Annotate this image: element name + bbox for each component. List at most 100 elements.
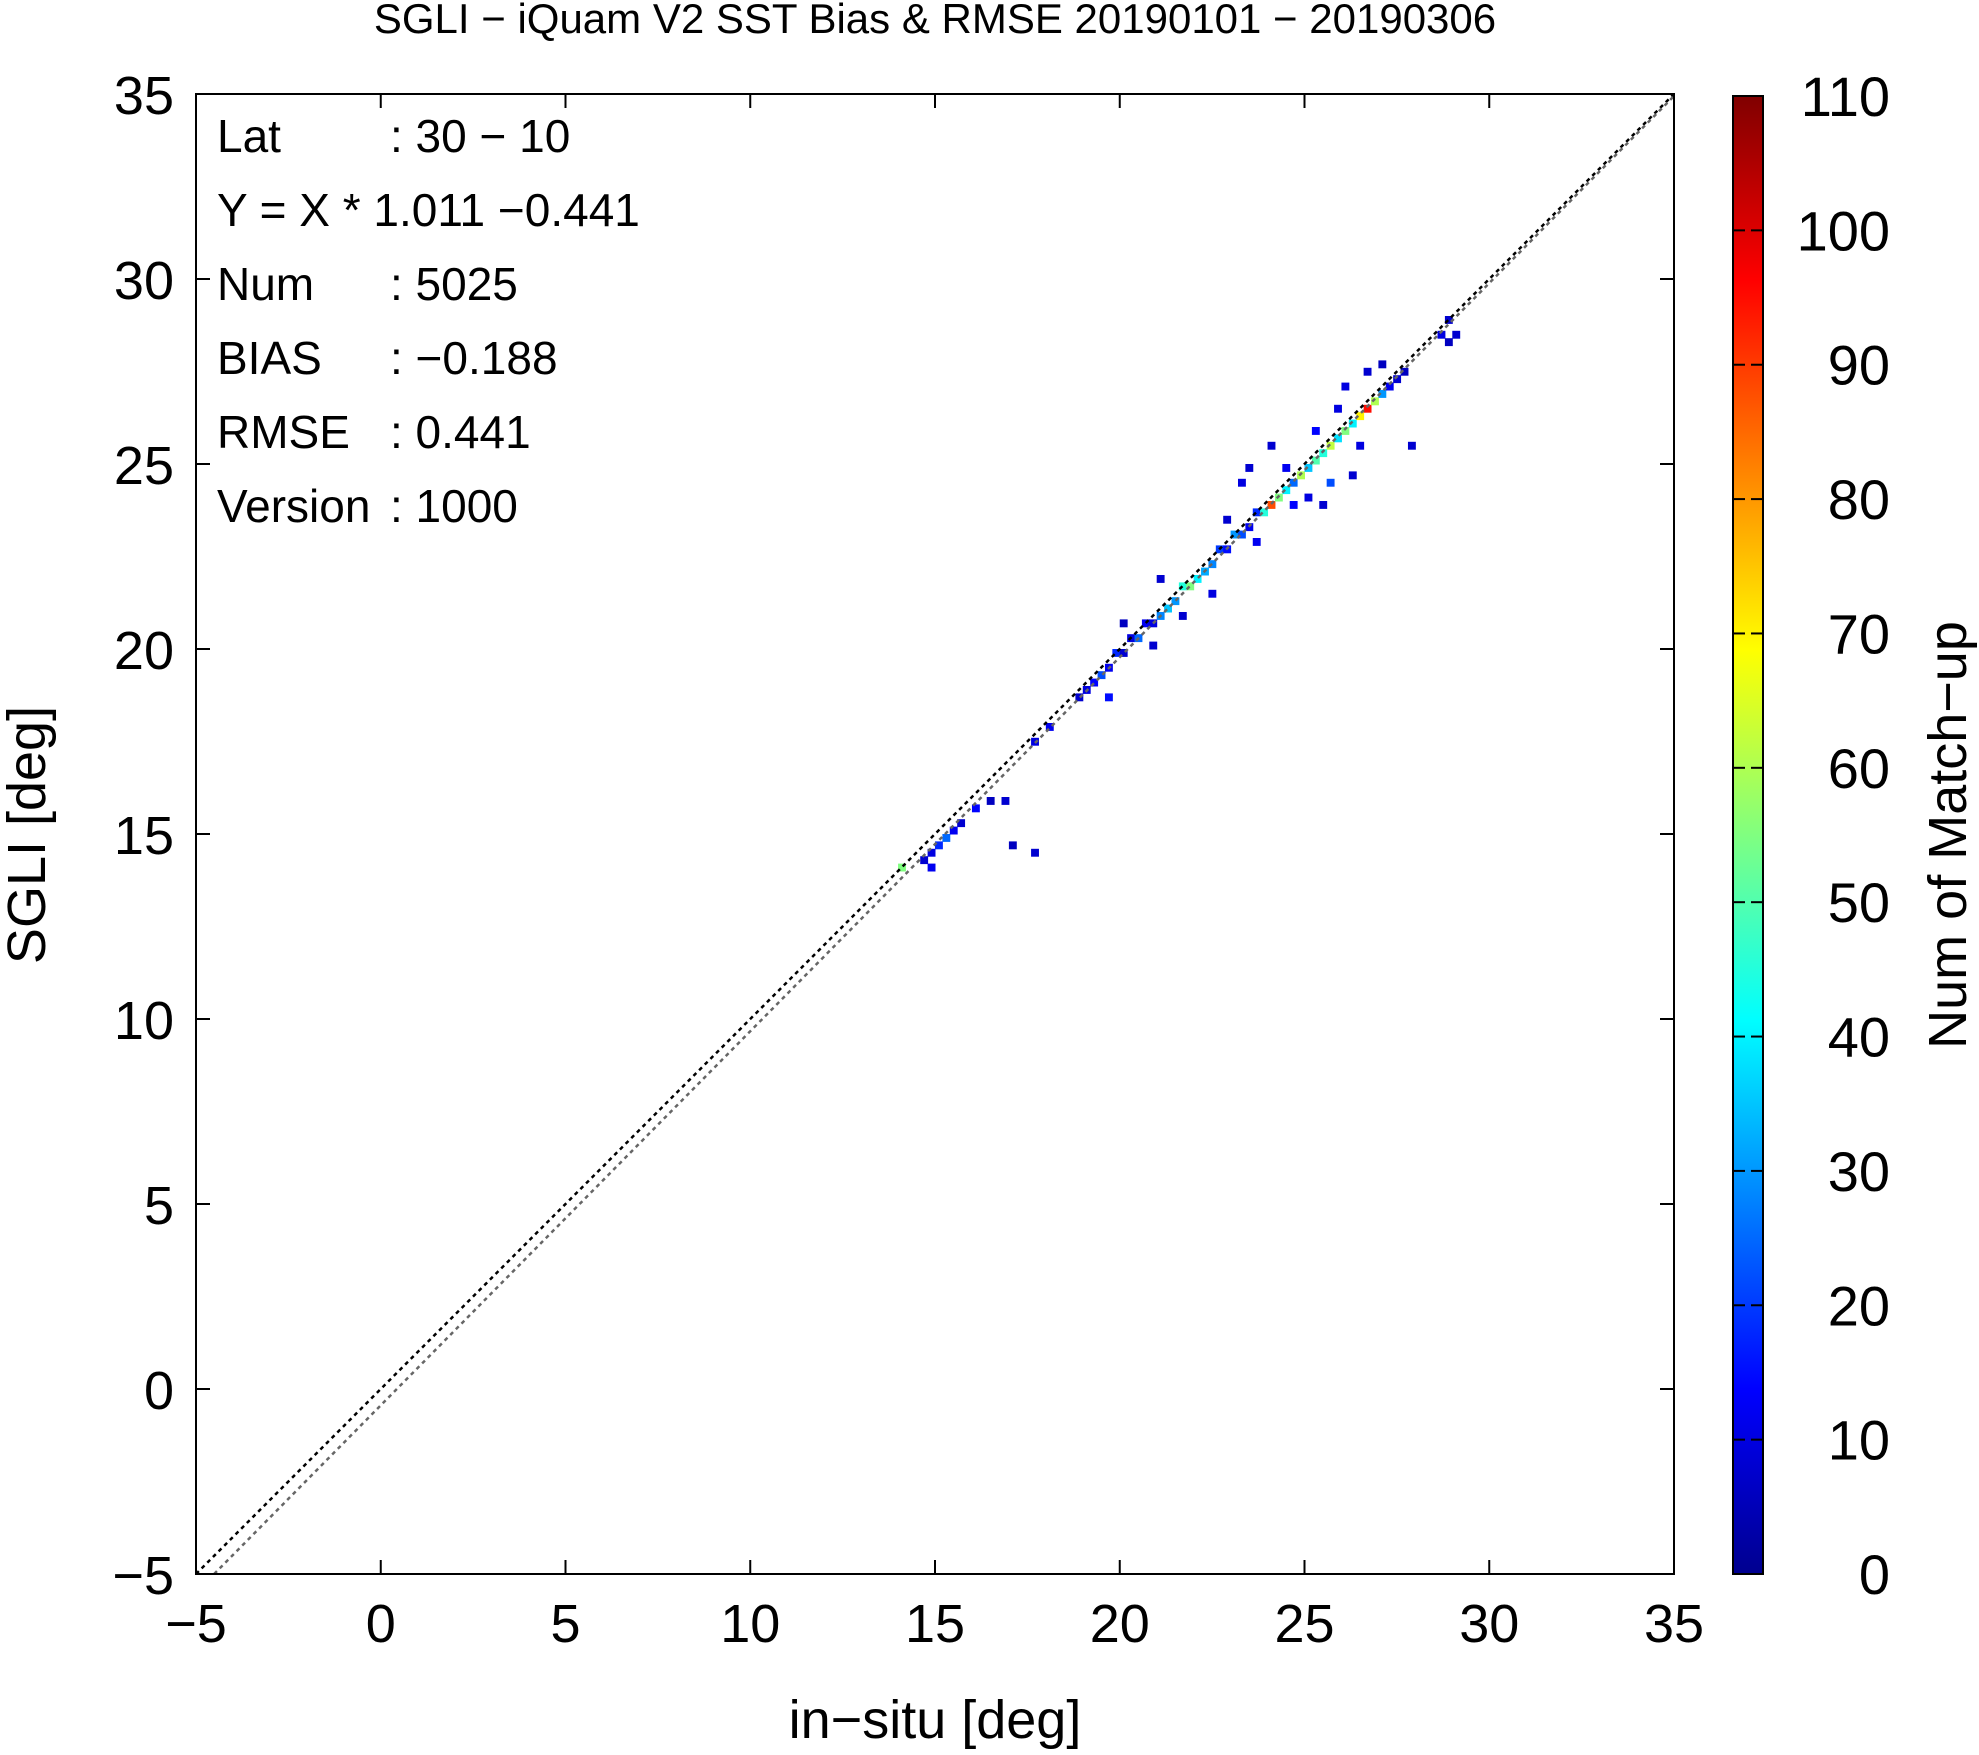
heatmap-cell xyxy=(957,819,966,828)
stat-value: : 5025 xyxy=(390,258,518,310)
heatmap-cell xyxy=(1341,382,1350,391)
heatmap-cell xyxy=(1311,427,1320,435)
colorbar-tick-label: 10 xyxy=(1828,1409,1890,1472)
heatmap-cell xyxy=(935,841,943,850)
heatmap-cell xyxy=(1031,848,1039,857)
heatmap-cell xyxy=(1267,441,1276,450)
y-tick-label: 25 xyxy=(114,436,174,496)
heatmap-cell xyxy=(1334,404,1342,413)
stat-value: : 30 − 10 xyxy=(390,110,570,162)
heatmap-cell xyxy=(1245,464,1254,472)
heatmap-cell xyxy=(1444,316,1453,324)
heatmap-cell xyxy=(1141,619,1150,628)
heatmap-cell xyxy=(1267,501,1276,509)
colorbar-tick-label: 40 xyxy=(1828,1006,1890,1069)
colorbar-tick-label: 70 xyxy=(1828,602,1890,665)
heatmap-cell xyxy=(1393,375,1402,384)
y-tick-label: 30 xyxy=(114,251,174,311)
y-tick-label: 35 xyxy=(114,66,174,126)
x-axis: −5 0 5 10 15 20 25 30 35 xyxy=(165,94,1704,1654)
colorbar-tick-label: 20 xyxy=(1828,1274,1890,1337)
plot-area xyxy=(196,94,1674,1574)
colorbar-tick-label: 30 xyxy=(1828,1140,1890,1203)
heatmap-cell xyxy=(1282,464,1291,472)
heatmap-cell xyxy=(1282,486,1291,495)
heatmap-cell xyxy=(942,834,951,842)
x-tick-label: −5 xyxy=(165,1594,227,1654)
heatmap-cell xyxy=(1311,456,1320,465)
heatmap-cell xyxy=(1363,404,1372,413)
y-axis: −5 0 5 10 15 20 25 30 35 xyxy=(112,66,1674,1606)
colorbar-tick-label: 100 xyxy=(1797,199,1890,262)
heatmap-cell xyxy=(1385,382,1394,391)
heatmap-cell xyxy=(1208,589,1217,598)
heatmap-cell xyxy=(1223,515,1232,524)
heatmap-cell xyxy=(949,826,958,835)
colorbar-tick-label: 60 xyxy=(1828,737,1890,800)
heatmap-cell xyxy=(1237,530,1246,539)
regression-line xyxy=(213,95,1675,1575)
heatmap-cell xyxy=(1230,530,1239,539)
heatmap-cell xyxy=(1407,441,1416,450)
heatmap-cell xyxy=(1400,367,1409,376)
heatmap-cell xyxy=(1178,612,1187,620)
x-tick-label: 35 xyxy=(1644,1594,1704,1654)
stat-key: BIAS xyxy=(217,332,322,384)
heatmap-cell xyxy=(1186,582,1195,591)
stat-value: : 1000 xyxy=(390,480,518,532)
heatmap-cell xyxy=(1363,367,1372,376)
x-tick-label: 25 xyxy=(1274,1594,1334,1654)
x-axis-label: in−situ [deg] xyxy=(789,1690,1082,1750)
heatmap-cell xyxy=(986,797,995,805)
heatmap-cell xyxy=(1252,508,1261,517)
heatmap-cell xyxy=(927,863,936,872)
heatmap-cell xyxy=(1237,478,1246,487)
heatmap-cell xyxy=(1171,597,1180,606)
y-tick-label: 20 xyxy=(114,621,174,681)
heatmap-cell xyxy=(1260,508,1269,517)
heatmap-cell xyxy=(971,804,980,813)
heatmap-cell xyxy=(1378,360,1387,369)
stat-value: : −0.188 xyxy=(390,332,558,384)
heatmap-cell xyxy=(1119,649,1128,657)
x-tick-label: 20 xyxy=(1090,1594,1150,1654)
heatmap-cell xyxy=(1319,449,1328,458)
heatmap-cell xyxy=(1326,441,1335,450)
heatmap-cell xyxy=(1178,582,1187,591)
heatmap-cell xyxy=(1356,441,1365,450)
stat-key: Lat xyxy=(217,110,281,162)
stat-key: Num xyxy=(217,258,314,310)
heatmap-cell xyxy=(1090,678,1099,687)
heatmap-cell xyxy=(1112,649,1121,657)
heatmap-cell xyxy=(1289,478,1298,487)
heatmap-cell xyxy=(1289,501,1298,509)
heatmap-cell xyxy=(1452,330,1461,339)
heatmap-cell xyxy=(1193,575,1202,583)
x-tick-label: 10 xyxy=(720,1594,780,1654)
stats-box: Lat: 30 − 10 Y = X * 1.011 −0.441 Num: 502… xyxy=(217,110,640,532)
heatmap-cell xyxy=(1341,427,1350,435)
stat-value: : 0.441 xyxy=(390,406,531,458)
heatmap-cell xyxy=(1304,464,1313,472)
y-tick-label: 5 xyxy=(144,1176,174,1236)
colorbar-tick-label: 0 xyxy=(1859,1543,1890,1606)
heatmap-cell xyxy=(1444,338,1453,347)
x-tick-label: 0 xyxy=(366,1594,396,1654)
heatmap-cell xyxy=(1075,693,1084,702)
colorbar-tick-label: 110 xyxy=(1801,65,1890,128)
y-axis-label: SGLI [deg] xyxy=(0,706,57,964)
heatmap-cell xyxy=(898,863,906,872)
heatmap-cell xyxy=(1326,478,1335,487)
stat-key: Version xyxy=(217,480,370,532)
heatmap-cell xyxy=(1119,619,1128,628)
heatmap-cell xyxy=(1164,604,1172,613)
heatmap-cell xyxy=(927,848,936,857)
x-tick-label: 15 xyxy=(905,1594,965,1654)
heatmap-cell xyxy=(1437,330,1446,339)
colorbar-tick-label: 90 xyxy=(1828,334,1890,397)
heatmap-cell xyxy=(1104,693,1113,702)
heatmap-cell xyxy=(1319,501,1328,509)
x-tick-label: 5 xyxy=(550,1594,580,1654)
y-tick-label: 15 xyxy=(114,806,174,866)
